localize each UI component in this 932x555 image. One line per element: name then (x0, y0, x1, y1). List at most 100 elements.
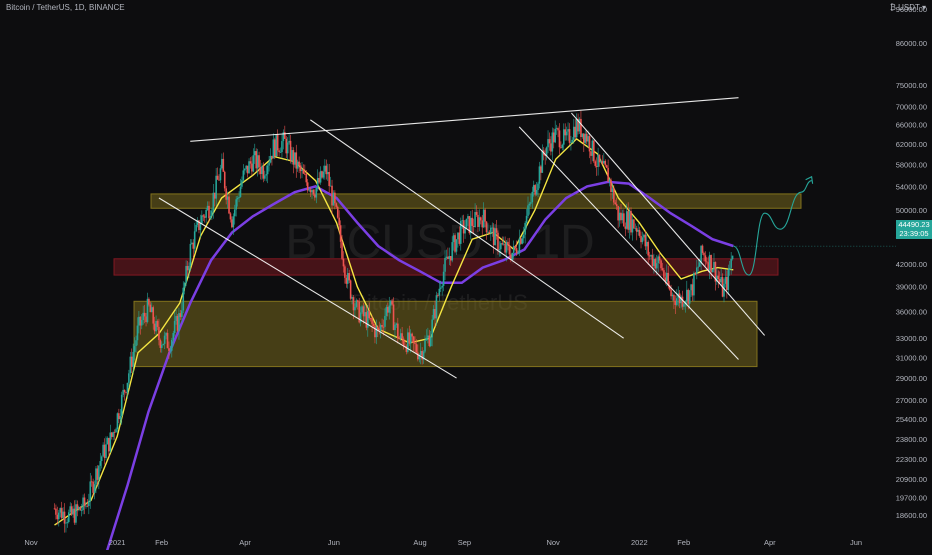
candle-down (568, 129, 571, 143)
candle-down (108, 437, 110, 452)
candle-down (90, 481, 93, 483)
candle-down (458, 232, 461, 244)
candle-down (417, 352, 419, 360)
candle-up (238, 196, 240, 199)
currency-button[interactable]: ₿ USDT ▾ (889, 3, 926, 12)
candle-down (507, 241, 509, 246)
candle-up (116, 413, 119, 430)
candle-up (171, 339, 173, 351)
candle-down (544, 154, 546, 157)
candle-up (205, 209, 207, 218)
candle-down (640, 235, 642, 243)
candle-down (216, 175, 219, 180)
candle-down (378, 328, 381, 331)
candle-up (106, 437, 109, 445)
candle-down (412, 336, 415, 343)
x-tick-label: Jun (328, 538, 340, 547)
candle-up (138, 316, 140, 326)
candle-down (447, 256, 449, 259)
candle-up (512, 245, 515, 253)
candle-down (658, 256, 661, 261)
candle-down (614, 202, 617, 205)
candle-down (550, 143, 552, 152)
candle-down (158, 326, 160, 341)
candle-up (572, 126, 575, 140)
candle-up (538, 166, 541, 184)
candle-down (480, 217, 482, 221)
candle-down (557, 128, 559, 131)
candle-down (601, 161, 604, 164)
trendline-upper-rising[interactable] (190, 97, 739, 142)
y-tick-label: 18600.00 (896, 511, 927, 520)
y-tick-label: 58000.00 (896, 160, 927, 169)
trendline-channel2-top[interactable] (571, 112, 766, 336)
candle-down (302, 169, 305, 174)
candle-down (295, 152, 298, 169)
candle-down (125, 392, 127, 394)
candle-up (424, 340, 426, 352)
candle-up (361, 306, 363, 313)
candle-up (178, 313, 180, 331)
y-tick-label: 33000.00 (896, 334, 927, 343)
candle-down (143, 312, 146, 317)
candle-up (490, 227, 492, 234)
candle-up (253, 151, 256, 156)
candle-up (500, 243, 502, 250)
candle-down (328, 172, 330, 187)
candle-up (294, 152, 296, 165)
candle-up (181, 310, 183, 317)
candle-up (541, 150, 544, 173)
candle-up (252, 155, 255, 172)
candle-down (588, 136, 591, 152)
candle-up (567, 129, 569, 132)
trendline-channel2-bottom[interactable] (518, 126, 739, 360)
candle-down (166, 332, 169, 349)
candle-down (202, 215, 205, 217)
y-tick-label: 50000.00 (896, 206, 927, 215)
candle-down (259, 167, 262, 175)
candle-down (707, 262, 710, 271)
x-tick-label: Apr (239, 538, 251, 547)
candle-up (175, 315, 177, 321)
candle-up (535, 190, 538, 195)
candle-up (201, 215, 203, 224)
candle-down (681, 296, 684, 307)
candle-countdown: 23:39:05 (899, 229, 929, 238)
candle-up (263, 175, 266, 179)
candle-up (136, 325, 139, 341)
candle-up (366, 310, 369, 328)
candle-up (281, 141, 283, 153)
candle-up (531, 191, 534, 203)
candle-up (671, 294, 674, 297)
candle-down (481, 220, 484, 228)
candle-up (142, 312, 144, 321)
candle-down (192, 242, 195, 249)
candle-up (608, 179, 611, 182)
candle-up (720, 277, 722, 283)
candle-up (146, 298, 149, 323)
candle-up (522, 234, 525, 239)
candle-down (304, 173, 306, 175)
candle-down (292, 150, 295, 165)
candle-down (113, 432, 116, 433)
candle-down (401, 333, 403, 339)
candle-up (272, 139, 275, 159)
candle-up (713, 262, 715, 270)
candle-down (520, 238, 522, 244)
candle-down (664, 277, 667, 282)
candle-up (561, 144, 564, 148)
candle-down (349, 280, 352, 299)
trendline-channel1-top[interactable] (310, 119, 624, 339)
candle-down (271, 155, 273, 159)
trendline-channel1-bottom[interactable] (158, 197, 457, 379)
candle-up (584, 133, 587, 143)
candle-down (70, 506, 73, 515)
candle-down (726, 277, 728, 290)
candle-up (261, 166, 263, 175)
candle-up (571, 139, 574, 143)
candle-down (704, 255, 707, 262)
candle-up (700, 245, 702, 263)
candle-down (139, 316, 142, 326)
